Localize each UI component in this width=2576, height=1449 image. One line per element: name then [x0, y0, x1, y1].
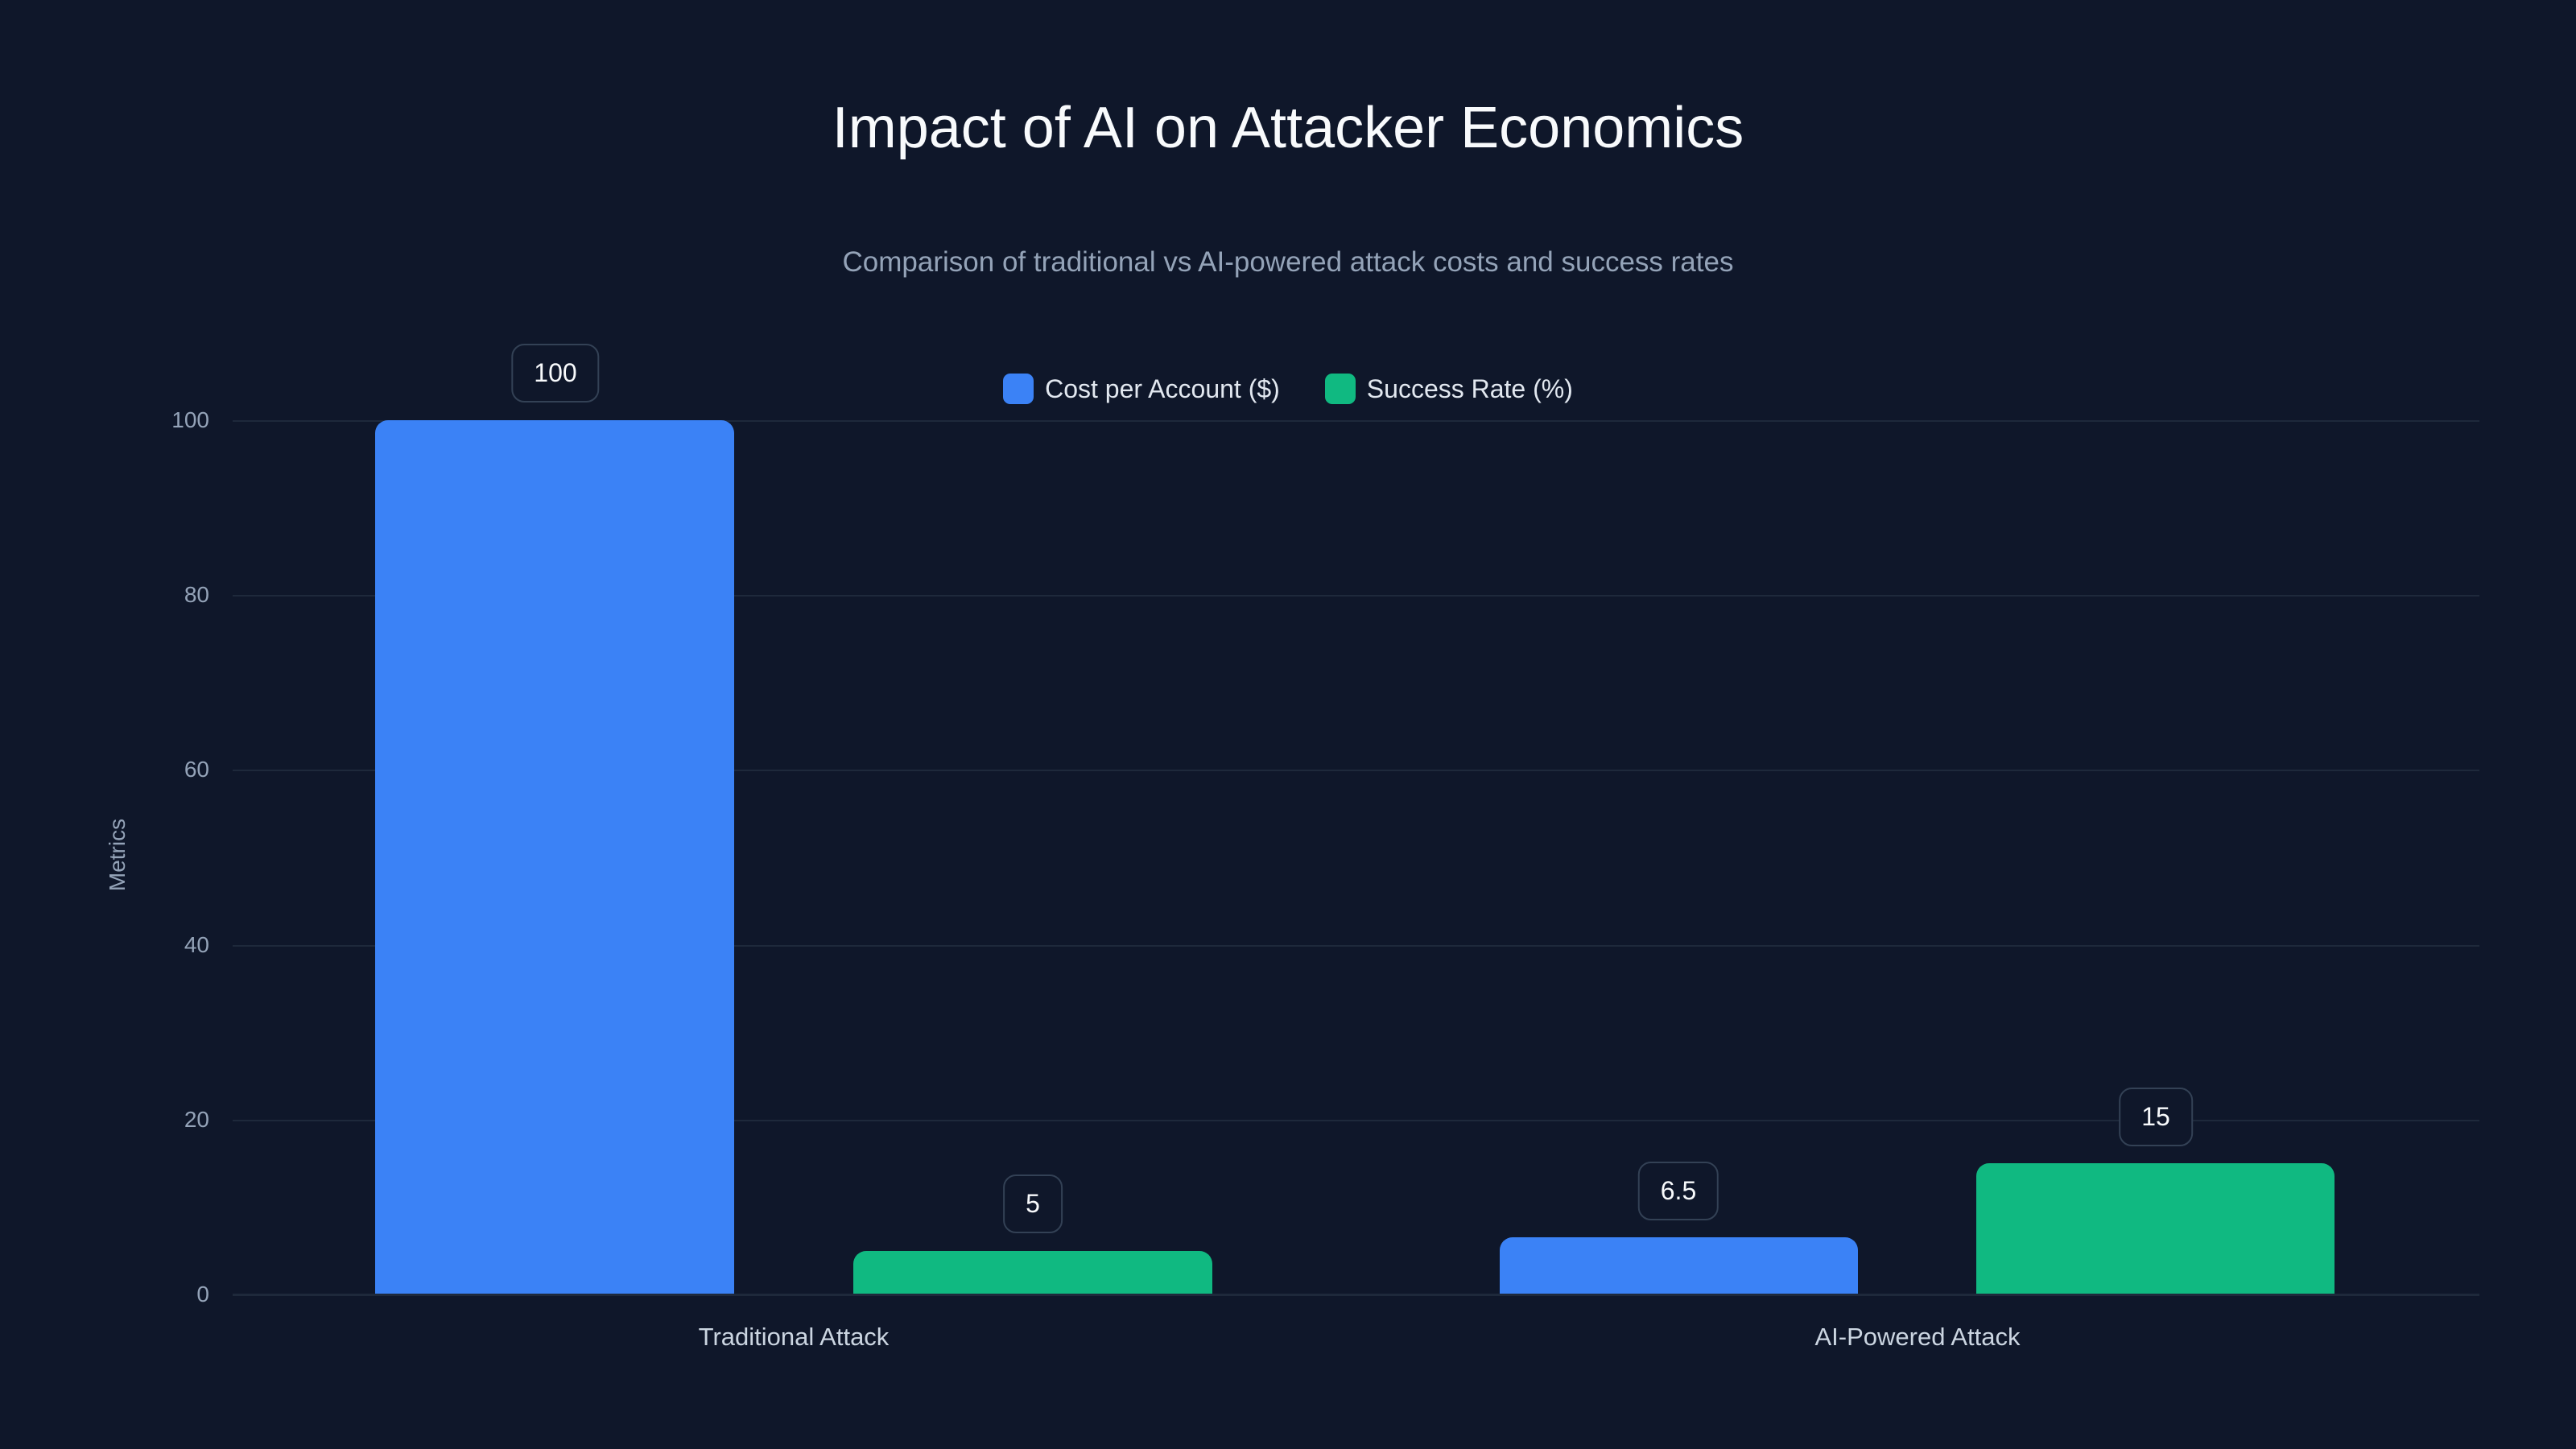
legend: Cost per Account ($) Success Rate (%) — [0, 374, 2576, 404]
gridline — [233, 770, 2479, 771]
bar-traditional-cost[interactable] — [375, 420, 734, 1294]
gridline — [233, 945, 2479, 947]
legend-item-cost[interactable]: Cost per Account ($) — [1003, 374, 1280, 404]
y-tick: 100 — [171, 407, 209, 432]
gridline — [233, 420, 2479, 422]
value-label: 6.5 — [1637, 1162, 1719, 1220]
legend-item-success[interactable]: Success Rate (%) — [1324, 374, 1573, 404]
value-label: 100 — [511, 344, 600, 402]
y-tick: 60 — [184, 757, 209, 782]
y-tick: 80 — [184, 582, 209, 607]
x-axis-baseline — [233, 1294, 2479, 1296]
plot-area — [233, 420, 2479, 1296]
y-tick: 40 — [184, 932, 209, 957]
value-label: 5 — [1003, 1174, 1063, 1233]
y-axis-label: Metrics — [105, 818, 130, 892]
legend-label: Success Rate (%) — [1366, 374, 1573, 403]
x-tick-ai-powered: AI-Powered Attack — [1814, 1323, 2021, 1351]
y-tick: 20 — [184, 1107, 209, 1132]
legend-swatch-blue-icon — [1003, 374, 1034, 404]
gridline — [233, 595, 2479, 597]
chart-title: Impact of AI on Attacker Economics — [832, 96, 1744, 160]
y-tick: 0 — [196, 1282, 209, 1307]
gridline — [233, 1120, 2479, 1121]
chart-subtitle: Comparison of traditional vs AI-powered … — [842, 246, 1734, 278]
value-label: 15 — [2119, 1088, 2193, 1146]
bar-ai-success[interactable] — [1976, 1163, 2334, 1294]
legend-swatch-green-icon — [1324, 374, 1356, 404]
legend-label: Cost per Account ($) — [1045, 374, 1280, 403]
x-tick-traditional: Traditional Attack — [698, 1323, 890, 1351]
bar-ai-cost[interactable] — [1500, 1237, 1858, 1294]
bar-traditional-success[interactable] — [853, 1251, 1212, 1294]
